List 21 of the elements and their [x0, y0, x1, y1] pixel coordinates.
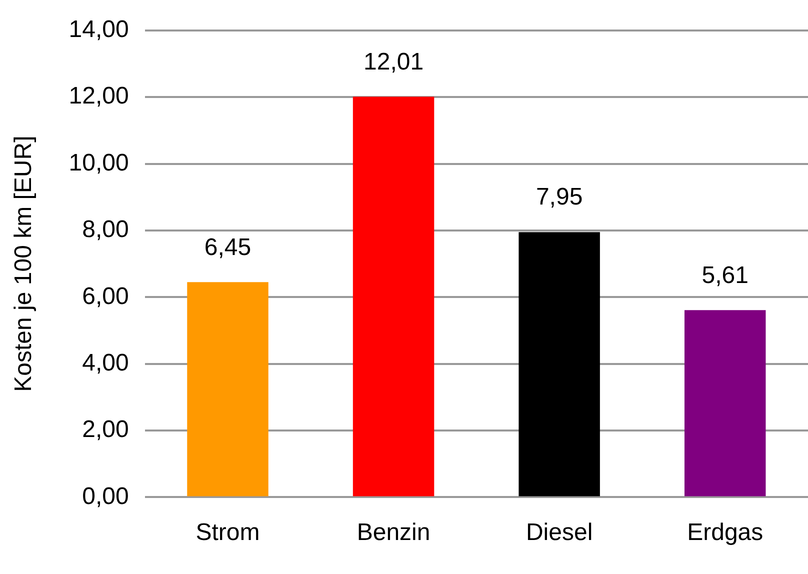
data-label: 5,61: [702, 262, 748, 289]
data-label: 12,01: [364, 48, 424, 76]
x-tick-label: Strom: [196, 519, 260, 546]
y-tick-label: 4,00: [82, 349, 129, 376]
bar: [187, 282, 268, 496]
x-tick-label: Benzin: [356, 519, 430, 546]
y-tick-label: 12,00: [68, 82, 129, 110]
y-axis-title: Kosten je 100 km [EUR]: [10, 136, 38, 392]
bar: [684, 310, 766, 496]
y-tick-label: 2,00: [82, 416, 129, 444]
x-tick-label: Diesel: [526, 519, 593, 546]
data-label: 7,95: [536, 184, 583, 211]
bar: [518, 232, 600, 496]
bar: [352, 96, 434, 496]
x-tick-label: Erdgas: [687, 519, 764, 546]
data-label: 6,45: [204, 234, 252, 261]
y-tick-label: 0,00: [82, 482, 129, 510]
y-tick-label: 10,00: [68, 149, 129, 176]
y-tick-label: 14,00: [68, 16, 129, 44]
y-tick-label: 6,00: [82, 282, 129, 310]
y-tick-label: 8,00: [82, 216, 129, 244]
